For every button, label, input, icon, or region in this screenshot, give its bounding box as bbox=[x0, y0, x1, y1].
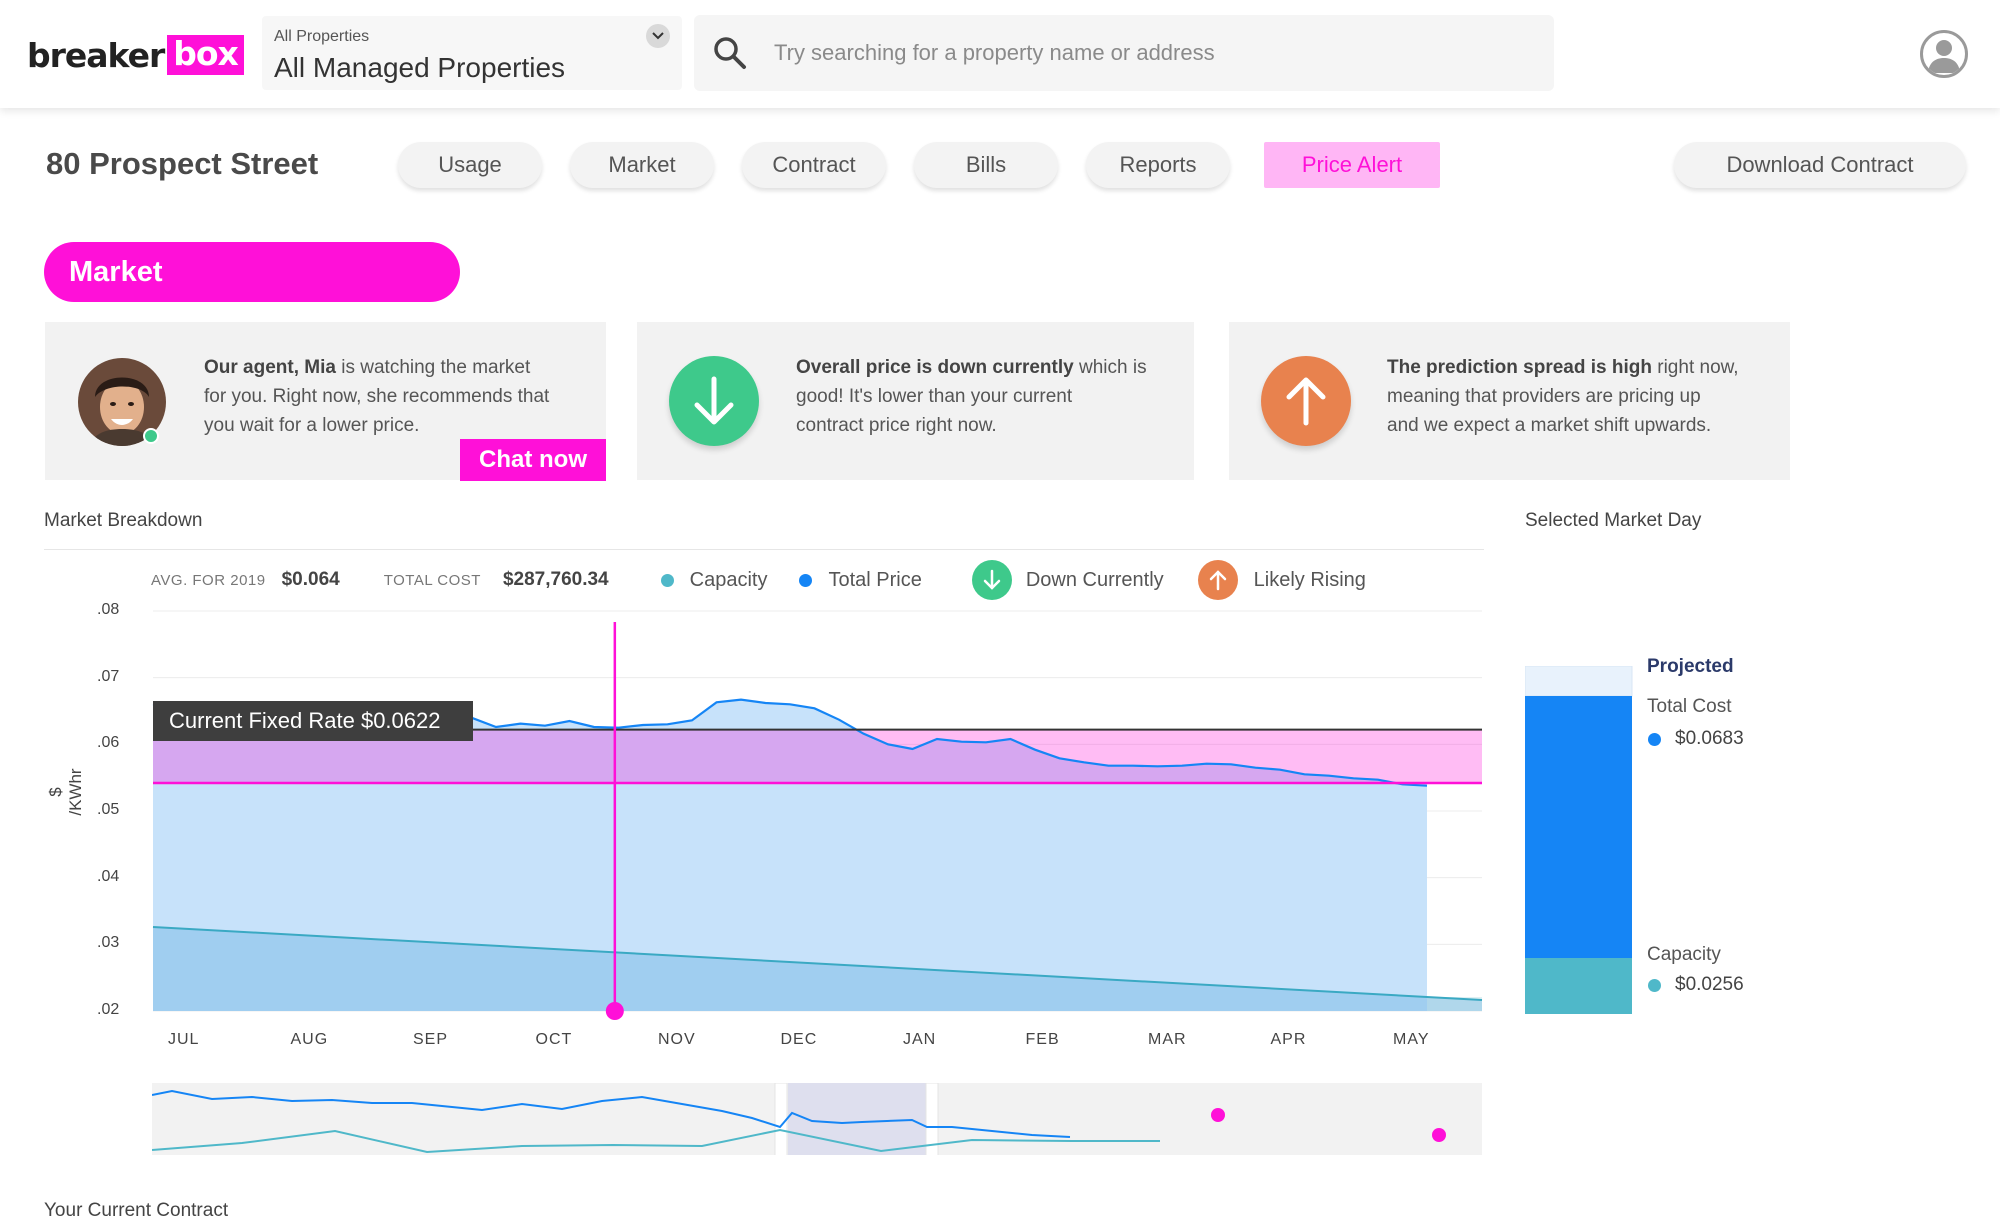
total-cost-value: $287,760.34 bbox=[502, 569, 609, 590]
capacity-area bbox=[153, 927, 1482, 1011]
tab-contract[interactable]: Contract bbox=[742, 142, 886, 188]
agent-card-text: Our agent, Mia is watching the market fo… bbox=[204, 357, 550, 436]
arrow-down-icon bbox=[971, 560, 1012, 600]
capacity-segment bbox=[1525, 958, 1632, 1014]
tab-price-alert[interactable]: Price Alert bbox=[1264, 142, 1440, 188]
tab-reports[interactable]: Reports bbox=[1086, 142, 1230, 188]
total-cost-side-value: $0.0683 bbox=[1675, 728, 1744, 749]
legend-down-currently: Down Currently bbox=[1025, 568, 1164, 591]
user-avatar-icon[interactable] bbox=[1920, 30, 1968, 78]
chat-now-button[interactable]: Chat now bbox=[460, 439, 606, 481]
total-cost-side-value-row: $0.0683 bbox=[1648, 728, 1744, 750]
market-breakdown-title: Market Breakdown bbox=[44, 510, 203, 531]
price-down-card: Overall price is down currently which is… bbox=[637, 322, 1194, 480]
download-contract-button[interactable]: Download Contract bbox=[1674, 142, 1966, 188]
arrow-up-icon bbox=[1197, 560, 1238, 600]
property-title: 80 Prospect Street bbox=[46, 146, 319, 181]
property-selector[interactable]: All Properties All Managed Properties bbox=[262, 16, 682, 90]
section-title-market: Market bbox=[44, 242, 460, 302]
x-tick-label: MAR bbox=[1148, 1031, 1187, 1048]
y-tick-label: .06 bbox=[97, 734, 120, 752]
search-bar bbox=[694, 15, 1554, 91]
logo-text-breaker: breaker bbox=[27, 35, 165, 75]
y-tick-label: .07 bbox=[97, 667, 120, 685]
capacity-side-value-row: $0.0256 bbox=[1648, 974, 1744, 996]
legend-total-price[interactable]: Total Price bbox=[828, 568, 922, 591]
y-tick-label: .02 bbox=[97, 1001, 120, 1018]
total-price-legend-dot bbox=[799, 573, 813, 587]
top-header: breaker box All Properties All Managed P… bbox=[0, 0, 2000, 108]
capacity-dot bbox=[1648, 978, 1661, 992]
search-input[interactable] bbox=[774, 33, 1534, 73]
x-tick-label: APR bbox=[1270, 1031, 1307, 1048]
price-down-text: Overall price is down currently which is… bbox=[796, 357, 1147, 436]
current-fixed-rate-tag: Current Fixed Rate $0.0622 bbox=[153, 701, 473, 741]
property-selector-value: All Managed Properties bbox=[274, 52, 566, 83]
x-tick-label: AUG bbox=[290, 1031, 329, 1048]
current-contract-title: Your Current Contract bbox=[44, 1200, 229, 1221]
navigator-capacity-line bbox=[152, 1128, 1160, 1154]
legend-likely-rising: Likely Rising bbox=[1253, 568, 1366, 591]
selected-market-day-title: Selected Market Day bbox=[1525, 510, 1702, 531]
total-cost-label: TOTAL COST bbox=[383, 571, 481, 589]
tab-bills[interactable]: Bills bbox=[914, 142, 1058, 188]
y-tick-label: .05 bbox=[97, 801, 120, 818]
x-tick-label: JUL bbox=[168, 1031, 200, 1048]
navigator-right-handle[interactable] bbox=[925, 1083, 939, 1155]
logo-text-box: box bbox=[167, 35, 244, 75]
date-range-navigator[interactable] bbox=[152, 1083, 1482, 1155]
x-tick-label: NOV bbox=[658, 1031, 696, 1048]
forecast-area bbox=[1427, 997, 1482, 1011]
projected-label: Projected bbox=[1647, 656, 1734, 677]
capacity-side-value: $0.0256 bbox=[1675, 974, 1744, 995]
selected-day-handle[interactable] bbox=[605, 1002, 624, 1020]
total-cost-side-label: Total Cost bbox=[1647, 696, 1732, 717]
total-cost-dot bbox=[1648, 732, 1661, 746]
arrow-up-icon bbox=[1261, 356, 1351, 446]
avg-value: $0.064 bbox=[281, 569, 340, 590]
arrow-down-icon bbox=[669, 356, 759, 446]
property-selector-caption: All Properties bbox=[274, 28, 370, 45]
navigator-left-handle[interactable] bbox=[774, 1083, 788, 1155]
x-tick-label: FEB bbox=[1025, 1031, 1060, 1048]
y-tick-label: .08 bbox=[97, 601, 120, 618]
navigator-selected-window[interactable] bbox=[788, 1083, 928, 1155]
search-icon[interactable] bbox=[712, 35, 748, 76]
navigator-marker bbox=[1211, 1108, 1225, 1122]
x-tick-label: DEC bbox=[780, 1031, 818, 1048]
navigator-price-line bbox=[152, 1089, 1071, 1138]
tab-market[interactable]: Market bbox=[570, 142, 714, 188]
total-cost-segment bbox=[1525, 696, 1632, 958]
total-price-area bbox=[153, 699, 1427, 1011]
x-tick-label: SEP bbox=[413, 1031, 449, 1048]
breakdown-legend: AVG. FOR 2019 $0.064 TOTAL COST $287,760… bbox=[151, 560, 1366, 600]
selected-day-bar bbox=[1525, 666, 1633, 1014]
breakerbox-logo[interactable]: breaker box bbox=[27, 35, 244, 75]
agent-avatar bbox=[77, 357, 167, 447]
capacity-legend-dot bbox=[660, 573, 674, 587]
x-tick-label: OCT bbox=[535, 1031, 573, 1048]
projected-segment bbox=[1525, 666, 1633, 697]
x-tick-label: MAY bbox=[1393, 1031, 1430, 1048]
navigator-marker bbox=[1432, 1128, 1446, 1142]
capacity-side-label: Capacity bbox=[1647, 944, 1721, 965]
x-tick-label: JAN bbox=[903, 1031, 937, 1048]
breakdown-divider bbox=[44, 549, 1484, 550]
legend-capacity[interactable]: Capacity bbox=[689, 568, 768, 591]
y-tick-label: .04 bbox=[97, 867, 120, 885]
prediction-spread-card: The prediction spread is high right now,… bbox=[1229, 322, 1790, 480]
online-status-indicator bbox=[143, 428, 159, 444]
y-tick-label: .03 bbox=[97, 934, 120, 952]
prediction-spread-text: The prediction spread is high right now,… bbox=[1387, 357, 1739, 436]
chevron-down-icon[interactable] bbox=[646, 24, 670, 48]
avg-label: AVG. FOR 2019 bbox=[151, 571, 266, 589]
capacity-line bbox=[152, 926, 1483, 1002]
tab-usage[interactable]: Usage bbox=[398, 142, 542, 188]
